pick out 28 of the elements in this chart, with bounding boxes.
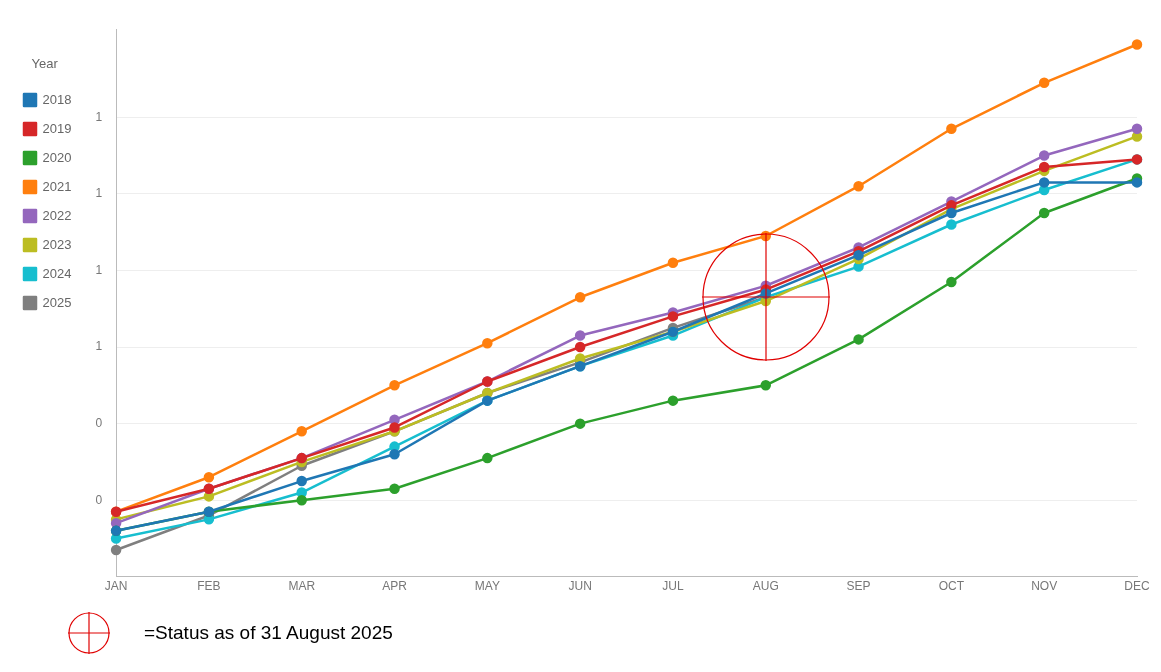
x-tick-label: AUG <box>752 579 779 594</box>
y-tick-label: 1 <box>95 262 103 277</box>
y-tick-label: 1 <box>95 339 103 354</box>
x-tick-label: NOV <box>1031 579 1058 594</box>
legend-label: 2022 <box>42 207 72 223</box>
x-tick-label: MAY <box>474 579 500 594</box>
legend-label: 2025 <box>42 294 72 310</box>
x-tick-label: APR <box>382 579 408 594</box>
y-tick-label: 0 <box>95 492 103 507</box>
y-tick-label: 1 <box>95 186 103 201</box>
x-tick-label: OCT <box>938 579 965 594</box>
legend-label: 2024 <box>42 265 72 281</box>
x-tick-label: JUL <box>662 579 684 594</box>
legend-label: 2019 <box>42 120 72 136</box>
legend-label: 2023 <box>42 236 72 252</box>
x-tick-label: JUN <box>568 579 592 594</box>
y-tick-label: 0 <box>95 415 103 430</box>
x-tick-label: FEB <box>197 579 221 594</box>
legend-label: 2021 <box>42 178 72 194</box>
text: =Status as of 31 August 2025 <box>144 622 393 644</box>
x-tick-label: MAR <box>288 579 316 594</box>
legend-title: Year <box>31 56 59 72</box>
x-tick-label: JAN <box>104 579 128 594</box>
legend-label: 2020 <box>42 149 72 165</box>
x-tick-label: DEC <box>1124 579 1150 594</box>
y-tick-label: 1 <box>95 109 103 124</box>
x-tick-label: SEP <box>846 579 871 594</box>
legend-label: 2018 <box>42 91 72 107</box>
